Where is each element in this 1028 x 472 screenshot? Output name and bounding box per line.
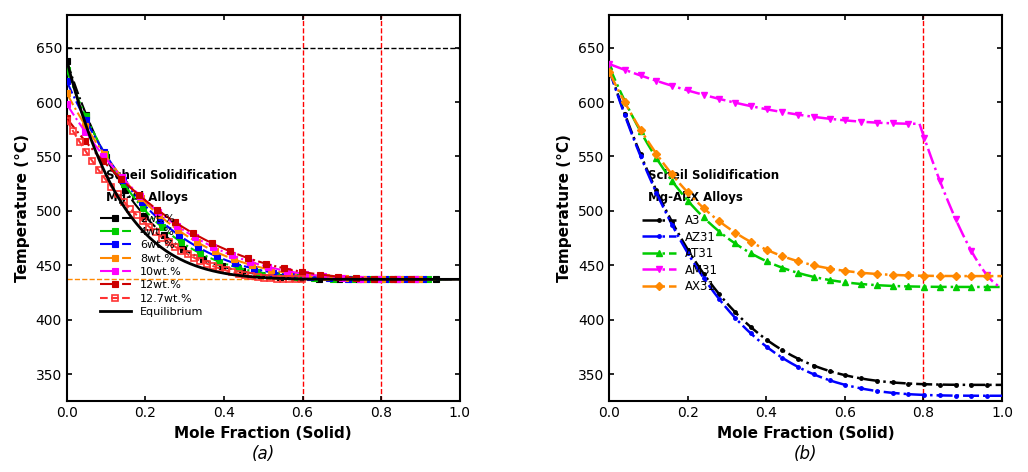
Y-axis label: Temperature (°C): Temperature (°C) <box>15 134 30 282</box>
Text: Scheil Solidification: Scheil Solidification <box>649 169 779 183</box>
Legend: 2wt.%, 4wt.%, 6wt.%, 8wt.%, 10wt.%, 12wt.%, 12.7wt.%, Equilibrium: 2wt.%, 4wt.%, 6wt.%, 8wt.%, 10wt.%, 12wt… <box>100 214 204 317</box>
Y-axis label: Temperature (°C): Temperature (°C) <box>557 134 573 282</box>
Text: Mg-Al Alloys: Mg-Al Alloys <box>106 191 188 204</box>
X-axis label: Mole Fraction (Solid): Mole Fraction (Solid) <box>717 426 894 441</box>
Text: Mg-Al-X Alloys: Mg-Al-X Alloys <box>649 191 743 204</box>
Title: (a): (a) <box>252 445 274 463</box>
X-axis label: Mole Fraction (Solid): Mole Fraction (Solid) <box>175 426 352 441</box>
Title: (b): (b) <box>794 445 817 463</box>
Legend: A3, AZ31, AT31, AM31, AX31: A3, AZ31, AT31, AM31, AX31 <box>642 214 718 293</box>
Text: Scheil Solidification: Scheil Solidification <box>106 169 237 183</box>
